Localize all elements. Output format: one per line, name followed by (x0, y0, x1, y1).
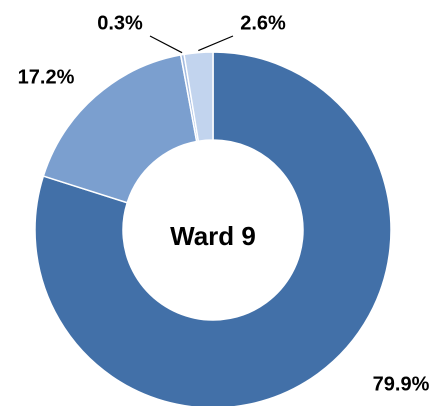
data-label: 79.9% (373, 373, 430, 395)
slice (42, 54, 198, 204)
data-label: 17.2% (18, 66, 75, 88)
data-label: 0.3% (97, 12, 143, 34)
data-label: 2.6% (240, 12, 286, 34)
center-label: Ward 9 (170, 221, 256, 251)
leader-line (149, 35, 183, 54)
slice (34, 51, 392, 406)
leader-line (198, 35, 234, 52)
slice (183, 51, 214, 143)
